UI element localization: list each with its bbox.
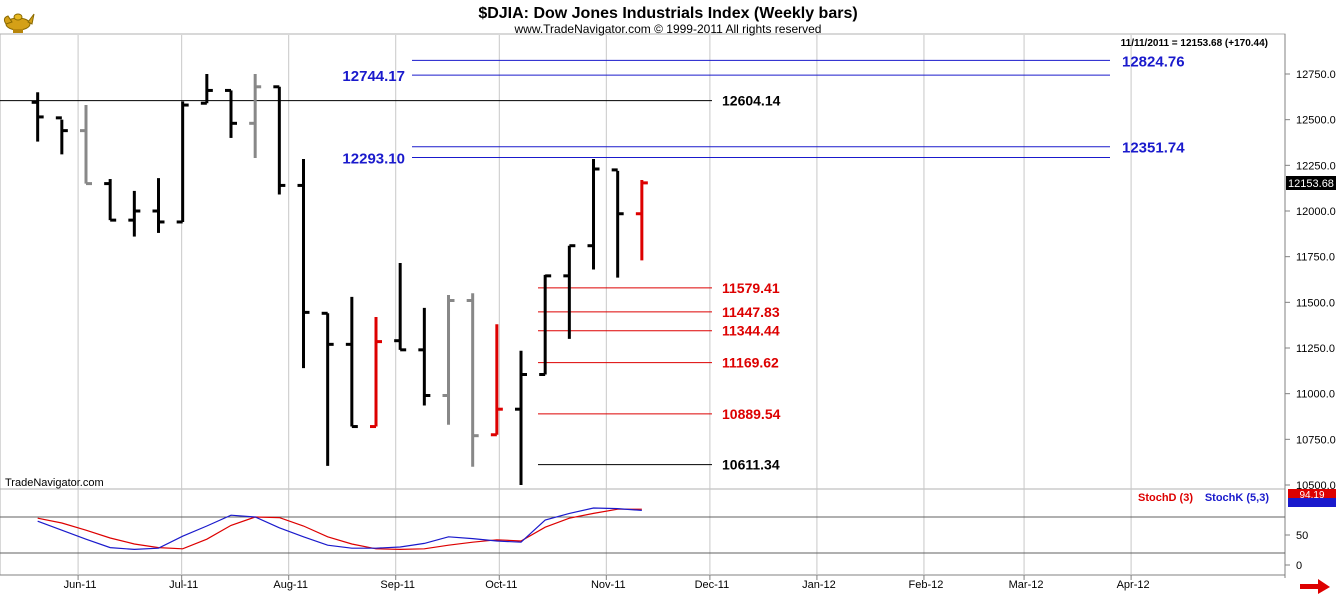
ohlc-bar xyxy=(442,295,455,425)
y-tick-label: 11000.0 xyxy=(1296,389,1335,401)
level-label: 12824.76 xyxy=(1122,53,1185,70)
level-label: 10611.34 xyxy=(722,457,780,473)
stoch-series-line xyxy=(37,507,642,551)
ohlc-bar xyxy=(200,74,213,105)
ohlc-bar xyxy=(587,158,600,270)
y-tick-label: 12250.0 xyxy=(1296,160,1336,172)
ohlc-bar xyxy=(249,74,262,159)
ohlc-bar xyxy=(635,179,648,261)
ohlc-bar xyxy=(490,324,503,437)
ohlc-bar xyxy=(563,244,576,339)
ohlc-bar xyxy=(345,296,358,429)
last-price-tag xyxy=(1286,176,1336,190)
stoch-y-tick-label: 0 xyxy=(1296,560,1302,572)
ohlc-bar xyxy=(225,88,238,138)
x-tick-label: Jun-11 xyxy=(64,579,97,591)
price-y-axis: 12750.0 12500.0 12250.0 12000.0 11750.0 11500… xyxy=(1285,69,1336,492)
ohlc-bar xyxy=(128,190,141,237)
ohlc-bar xyxy=(176,101,189,224)
ohlc-bar xyxy=(418,307,431,406)
level-label: 12351.74 xyxy=(1122,140,1185,157)
stoch-y-tick-label: 50 xyxy=(1296,530,1308,542)
level-label: 11169.62 xyxy=(722,355,779,371)
stochk-value-tag xyxy=(1288,498,1336,507)
ohlc-bar xyxy=(611,168,624,278)
ohlc-bar xyxy=(394,263,407,352)
level-label: 11447.83 xyxy=(722,304,780,320)
ohlc-bar xyxy=(370,316,383,429)
ohlc-bar xyxy=(466,293,479,467)
legend-stochd: StochD (3) xyxy=(1138,492,1193,504)
stochastic-lines: 50 0 xyxy=(0,507,1308,572)
chart-subtitle: www.TradeNavigator.com © 1999-2011 All r… xyxy=(514,22,822,36)
last-price-tag-label: 12153.68 xyxy=(1288,178,1334,190)
x-tick-label: Feb-12 xyxy=(909,579,944,591)
y-tick-label: 11500.0 xyxy=(1296,297,1335,309)
ohlc-bar xyxy=(297,158,310,369)
stochd-value-tag xyxy=(1288,489,1336,498)
ohlc-bar xyxy=(515,350,528,485)
x-tick-label: Jul-11 xyxy=(169,579,198,591)
arrow-right-icon[interactable] xyxy=(1300,579,1330,594)
stoch-last-value: 94.19 xyxy=(1299,490,1324,501)
x-tick-label: Sep-11 xyxy=(380,579,415,591)
level-label: 12744.17 xyxy=(342,68,405,85)
last-price-readout: 11/11/2011 = 12153.68 (+170.44) xyxy=(1121,38,1268,49)
watermark: TradeNavigator.com xyxy=(5,477,104,489)
legend-stochk: StochK (5,3) xyxy=(1205,492,1270,504)
y-tick-label: 10750.0 xyxy=(1296,434,1336,446)
x-tick-label: Apr-12 xyxy=(1117,579,1150,591)
level-label: 10889.54 xyxy=(722,406,781,422)
x-tick-label: Mar-12 xyxy=(1009,579,1044,591)
chart-title: $DJIA: Dow Jones Industrials Index (Week… xyxy=(478,5,857,22)
ohlc-bar xyxy=(31,92,44,142)
stochastic-panel xyxy=(0,488,1286,576)
y-tick-label: 12000.0 xyxy=(1296,206,1336,218)
x-tick-label: Aug-11 xyxy=(273,579,308,591)
stoch-series-line xyxy=(37,508,642,551)
ohlc-bar xyxy=(55,116,68,155)
ohlc-bar xyxy=(104,179,117,222)
y-tick-label: 11750.0 xyxy=(1296,252,1335,264)
level-label: 12604.14 xyxy=(722,93,781,109)
x-tick-label: Jan-12 xyxy=(802,579,836,591)
ohlc-bar xyxy=(273,85,286,195)
ohlc-bar xyxy=(321,311,334,466)
level-label: 11579.41 xyxy=(722,280,780,296)
x-tick-label: Nov-11 xyxy=(591,579,626,591)
price-levels: 12824.76 12744.17 12604.14 12351.74 12293.10… xyxy=(0,53,1185,473)
price-panel xyxy=(0,33,1286,490)
vertical-grid xyxy=(77,35,1132,575)
ohlc-bar xyxy=(80,105,92,186)
x-tick-label: Oct-11 xyxy=(485,579,517,591)
y-tick-label: 12750.0 xyxy=(1296,69,1336,81)
y-tick-label: 12500.0 xyxy=(1296,115,1336,127)
ohlc-bars xyxy=(31,74,648,485)
ohlc-bar xyxy=(152,178,165,233)
level-label: 11344.44 xyxy=(722,323,780,339)
genie-lamp-icon[interactable] xyxy=(3,13,35,33)
level-label: 12293.10 xyxy=(342,150,405,167)
date-x-axis: Jun-11 Jul-11 Aug-11 Sep-11 Oct-11 Nov-11 Dec-… xyxy=(64,575,1150,591)
x-tick-label: Dec-11 xyxy=(695,579,730,591)
y-tick-label: 11250.0 xyxy=(1296,343,1335,355)
ohlc-bar xyxy=(539,274,552,376)
